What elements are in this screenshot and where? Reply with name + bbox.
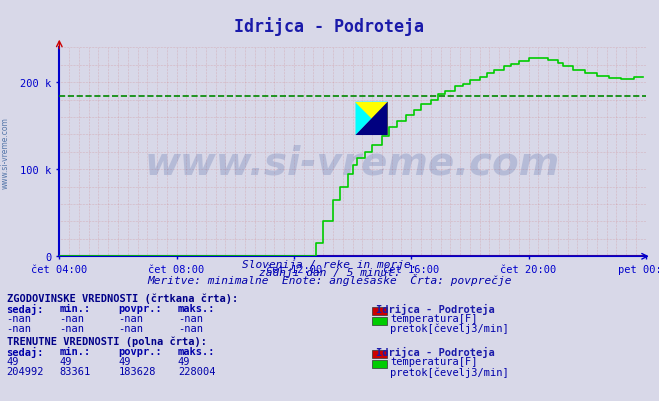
Text: 49: 49 xyxy=(119,356,131,366)
Text: temperatura[F]: temperatura[F] xyxy=(390,313,478,323)
Text: Meritve: minimalne  Enote: anglešaške  Črta: povprečje: Meritve: minimalne Enote: anglešaške Črt… xyxy=(147,273,512,286)
Polygon shape xyxy=(355,102,387,136)
Text: povpr.:: povpr.: xyxy=(119,303,162,313)
Text: -nan: -nan xyxy=(119,323,144,333)
Text: min.:: min.: xyxy=(59,303,90,313)
Text: Idrijca - Podroteja: Idrijca - Podroteja xyxy=(235,16,424,36)
Text: min.:: min.: xyxy=(59,346,90,356)
Text: -nan: -nan xyxy=(7,323,32,333)
Text: sedaj:: sedaj: xyxy=(7,303,44,314)
Text: pretok[čevelj3/min]: pretok[čevelj3/min] xyxy=(390,323,509,333)
Text: 204992: 204992 xyxy=(7,366,44,376)
Text: 183628: 183628 xyxy=(119,366,156,376)
Text: www.si-vreme.com: www.si-vreme.com xyxy=(1,117,10,188)
Text: 83361: 83361 xyxy=(59,366,90,376)
Text: zadnji dan / 5 minut.: zadnji dan / 5 minut. xyxy=(258,267,401,277)
Text: -nan: -nan xyxy=(7,313,32,323)
Text: TRENUTNE VREDNOSTI (polna črta):: TRENUTNE VREDNOSTI (polna črta): xyxy=(7,336,206,346)
Text: temperatura[F]: temperatura[F] xyxy=(390,356,478,366)
Text: Slovenija / reke in morje.: Slovenija / reke in morje. xyxy=(242,259,417,269)
Text: maks.:: maks.: xyxy=(178,346,215,356)
Text: -nan: -nan xyxy=(119,313,144,323)
Text: Idrijca - Podroteja: Idrijca - Podroteja xyxy=(376,303,494,314)
Text: maks.:: maks.: xyxy=(178,303,215,313)
Text: 49: 49 xyxy=(59,356,72,366)
Text: -nan: -nan xyxy=(178,313,203,323)
Text: povpr.:: povpr.: xyxy=(119,346,162,356)
Text: sedaj:: sedaj: xyxy=(7,346,44,357)
Text: Idrijca - Podroteja: Idrijca - Podroteja xyxy=(376,346,494,357)
Text: -nan: -nan xyxy=(178,323,203,333)
Text: -nan: -nan xyxy=(59,323,84,333)
Text: 49: 49 xyxy=(7,356,19,366)
Text: 228004: 228004 xyxy=(178,366,215,376)
Polygon shape xyxy=(355,102,387,136)
Polygon shape xyxy=(355,102,387,136)
Text: ZGODOVINSKE VREDNOSTI (črtkana črta):: ZGODOVINSKE VREDNOSTI (črtkana črta): xyxy=(7,293,238,303)
Text: 49: 49 xyxy=(178,356,190,366)
Text: -nan: -nan xyxy=(59,313,84,323)
Text: www.si-vreme.com: www.si-vreme.com xyxy=(145,144,560,182)
Text: pretok[čevelj3/min]: pretok[čevelj3/min] xyxy=(390,366,509,377)
